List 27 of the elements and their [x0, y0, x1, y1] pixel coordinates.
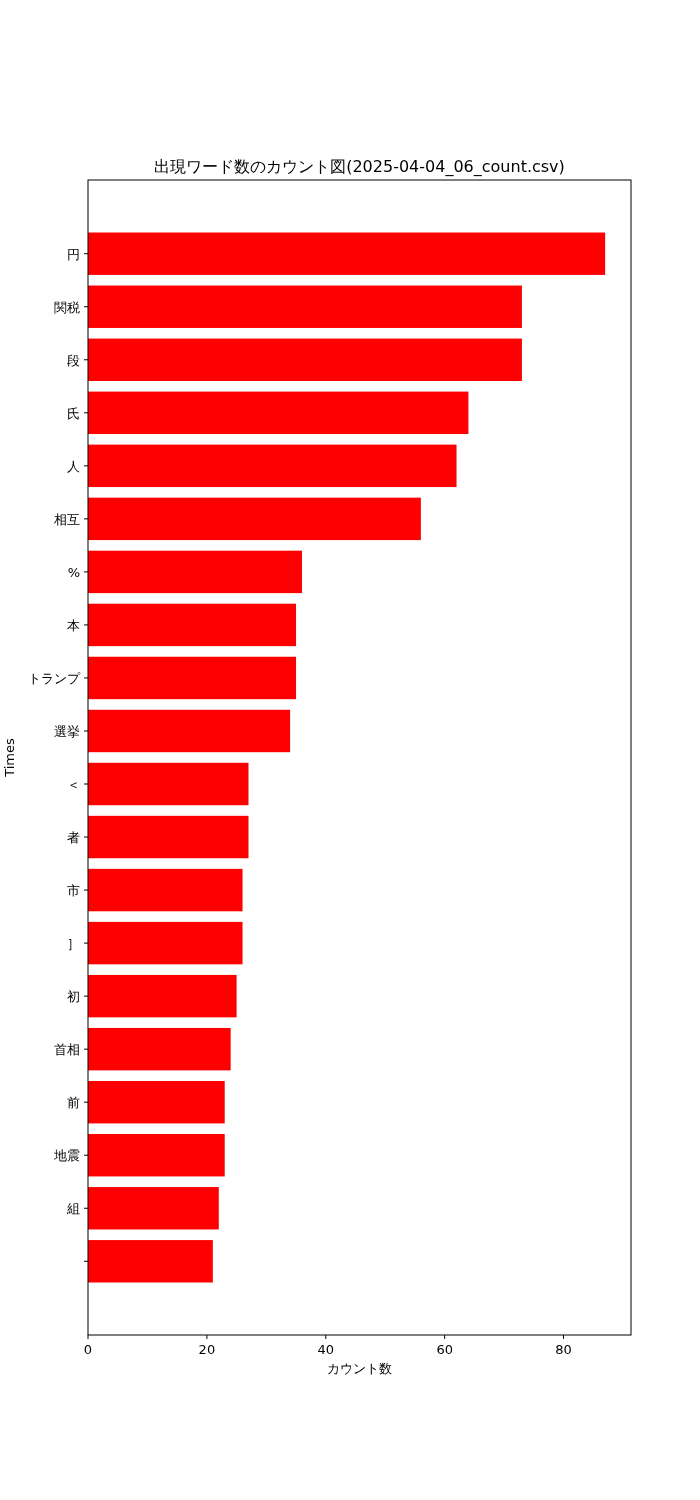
y-tick-label: 本	[67, 617, 80, 633]
x-tick-label: 80	[555, 1342, 572, 1357]
x-tick-label: 40	[317, 1342, 335, 1357]
x-tick-label: 0	[83, 1342, 93, 1357]
y-tick-label: ＜	[67, 777, 80, 793]
y-tick-label: 人	[67, 458, 80, 474]
x-axis-title: カウント数	[327, 1361, 392, 1376]
y-tick-label: トランプ	[28, 670, 81, 686]
y-tick-label: 相互	[54, 511, 80, 527]
y-tick-label: ］	[67, 936, 80, 952]
y-tick-label: 組	[66, 1201, 80, 1217]
y-tick-label: 初	[67, 989, 80, 1005]
x-tick-label: 60	[436, 1342, 453, 1357]
y-tick-label: %	[67, 564, 80, 580]
y-tick-label: 者	[67, 830, 80, 846]
chart-title: 出現ワード数のカウント図(2025-04-04_06_count.csv)	[154, 157, 565, 177]
y-tick-label: 円	[67, 246, 80, 262]
y-tick-label: 選挙	[54, 723, 80, 739]
y-tick-label: 氏	[67, 405, 80, 421]
y-tick-label: 市	[67, 883, 80, 899]
y-tick-label: 前	[67, 1095, 80, 1111]
y-tick-label: 関税	[54, 299, 80, 315]
y-tick-label: 地震	[53, 1148, 80, 1164]
y-tick-label: 首相	[54, 1042, 80, 1058]
y-tick-label: 段	[67, 352, 80, 368]
y-axis-title: Times	[2, 737, 17, 778]
x-tick-label: 20	[198, 1342, 216, 1357]
